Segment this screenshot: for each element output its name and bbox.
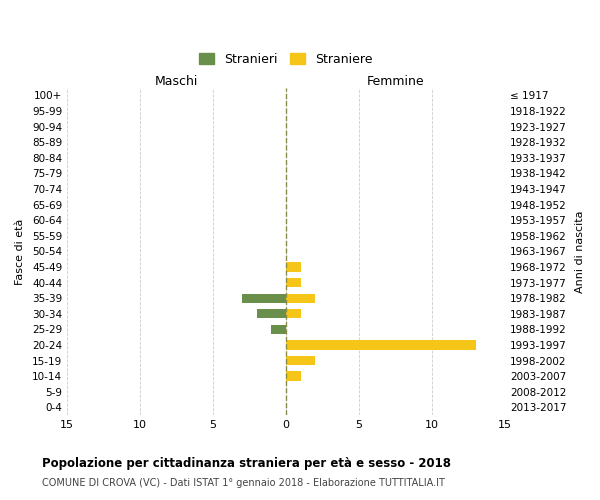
Bar: [286, 356, 315, 365]
Bar: [257, 309, 286, 318]
Text: COMUNE DI CROVA (VC) - Dati ISTAT 1° gennaio 2018 - Elaborazione TUTTITALIA.IT: COMUNE DI CROVA (VC) - Dati ISTAT 1° gen…: [42, 478, 445, 488]
Text: Maschi: Maschi: [155, 74, 198, 88]
Text: Femmine: Femmine: [367, 74, 424, 88]
Bar: [271, 324, 286, 334]
Y-axis label: Fasce di età: Fasce di età: [15, 218, 25, 284]
Y-axis label: Anni di nascita: Anni di nascita: [575, 210, 585, 292]
Legend: Stranieri, Straniere: Stranieri, Straniere: [194, 48, 378, 71]
Bar: [286, 278, 301, 287]
Bar: [286, 372, 301, 381]
Bar: [286, 340, 476, 349]
Bar: [242, 294, 286, 303]
Text: Popolazione per cittadinanza straniera per età e sesso - 2018: Popolazione per cittadinanza straniera p…: [42, 458, 451, 470]
Bar: [286, 294, 315, 303]
Bar: [286, 309, 301, 318]
Bar: [286, 262, 301, 272]
